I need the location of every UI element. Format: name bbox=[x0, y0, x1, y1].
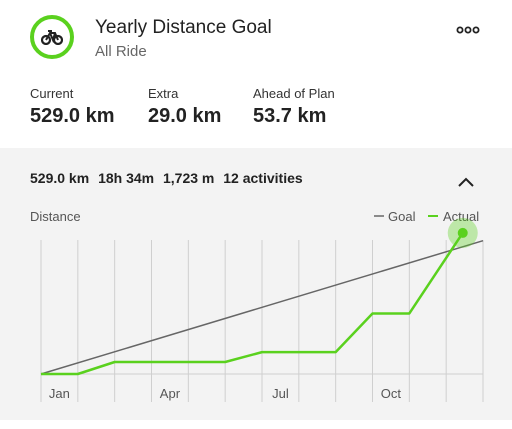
x-tick-label: Jul bbox=[272, 386, 289, 401]
x-tick-label: Oct bbox=[381, 386, 402, 401]
x-tick-label: Jan bbox=[49, 386, 70, 401]
chart-grid bbox=[40, 240, 484, 402]
goal-header: Yearly Distance Goal All Ride Current 52… bbox=[0, 0, 512, 148]
summary-activities: 12 activities bbox=[223, 170, 303, 186]
chart-series bbox=[40, 217, 484, 376]
more-options-icon[interactable] bbox=[456, 23, 480, 37]
bike-icon bbox=[30, 15, 74, 59]
goal-title: Yearly Distance Goal bbox=[95, 17, 272, 38]
x-axis-ticks: Jan Apr Jul Oct bbox=[49, 386, 401, 401]
legend: Goal Actual bbox=[374, 209, 479, 224]
collapse-chevron-icon[interactable] bbox=[456, 176, 476, 188]
bottom-divider bbox=[0, 420, 512, 429]
stat-ahead-label: Ahead of Plan bbox=[253, 86, 335, 101]
goal-subtitle: All Ride bbox=[95, 43, 147, 60]
summary-elevation: 1,723 m bbox=[163, 170, 215, 186]
stat-current-value: 529.0 km bbox=[30, 105, 115, 127]
y-axis-label: Distance bbox=[30, 209, 81, 224]
stat-extra-value: 29.0 km bbox=[148, 105, 222, 127]
summary-time: 18h 34m bbox=[98, 170, 155, 186]
summary-line: 529.0 km 18h 34m 1,723 m 12 activities bbox=[30, 170, 308, 186]
current-point[interactable] bbox=[457, 227, 468, 238]
x-tick-label: Apr bbox=[160, 386, 181, 401]
actual-line bbox=[41, 232, 464, 376]
legend-actual-label: Actual bbox=[443, 209, 479, 224]
summary-distance: 529.0 km bbox=[30, 170, 90, 186]
stat-current-label: Current bbox=[30, 86, 74, 101]
summary-panel: 529.0 km 18h 34m 1,723 m 12 activities bbox=[0, 150, 512, 420]
legend-goal-label: Goal bbox=[388, 209, 416, 224]
stat-ahead-value: 53.7 km bbox=[253, 105, 327, 127]
stat-extra-label: Extra bbox=[148, 86, 179, 101]
goal-line bbox=[40, 239, 484, 375]
